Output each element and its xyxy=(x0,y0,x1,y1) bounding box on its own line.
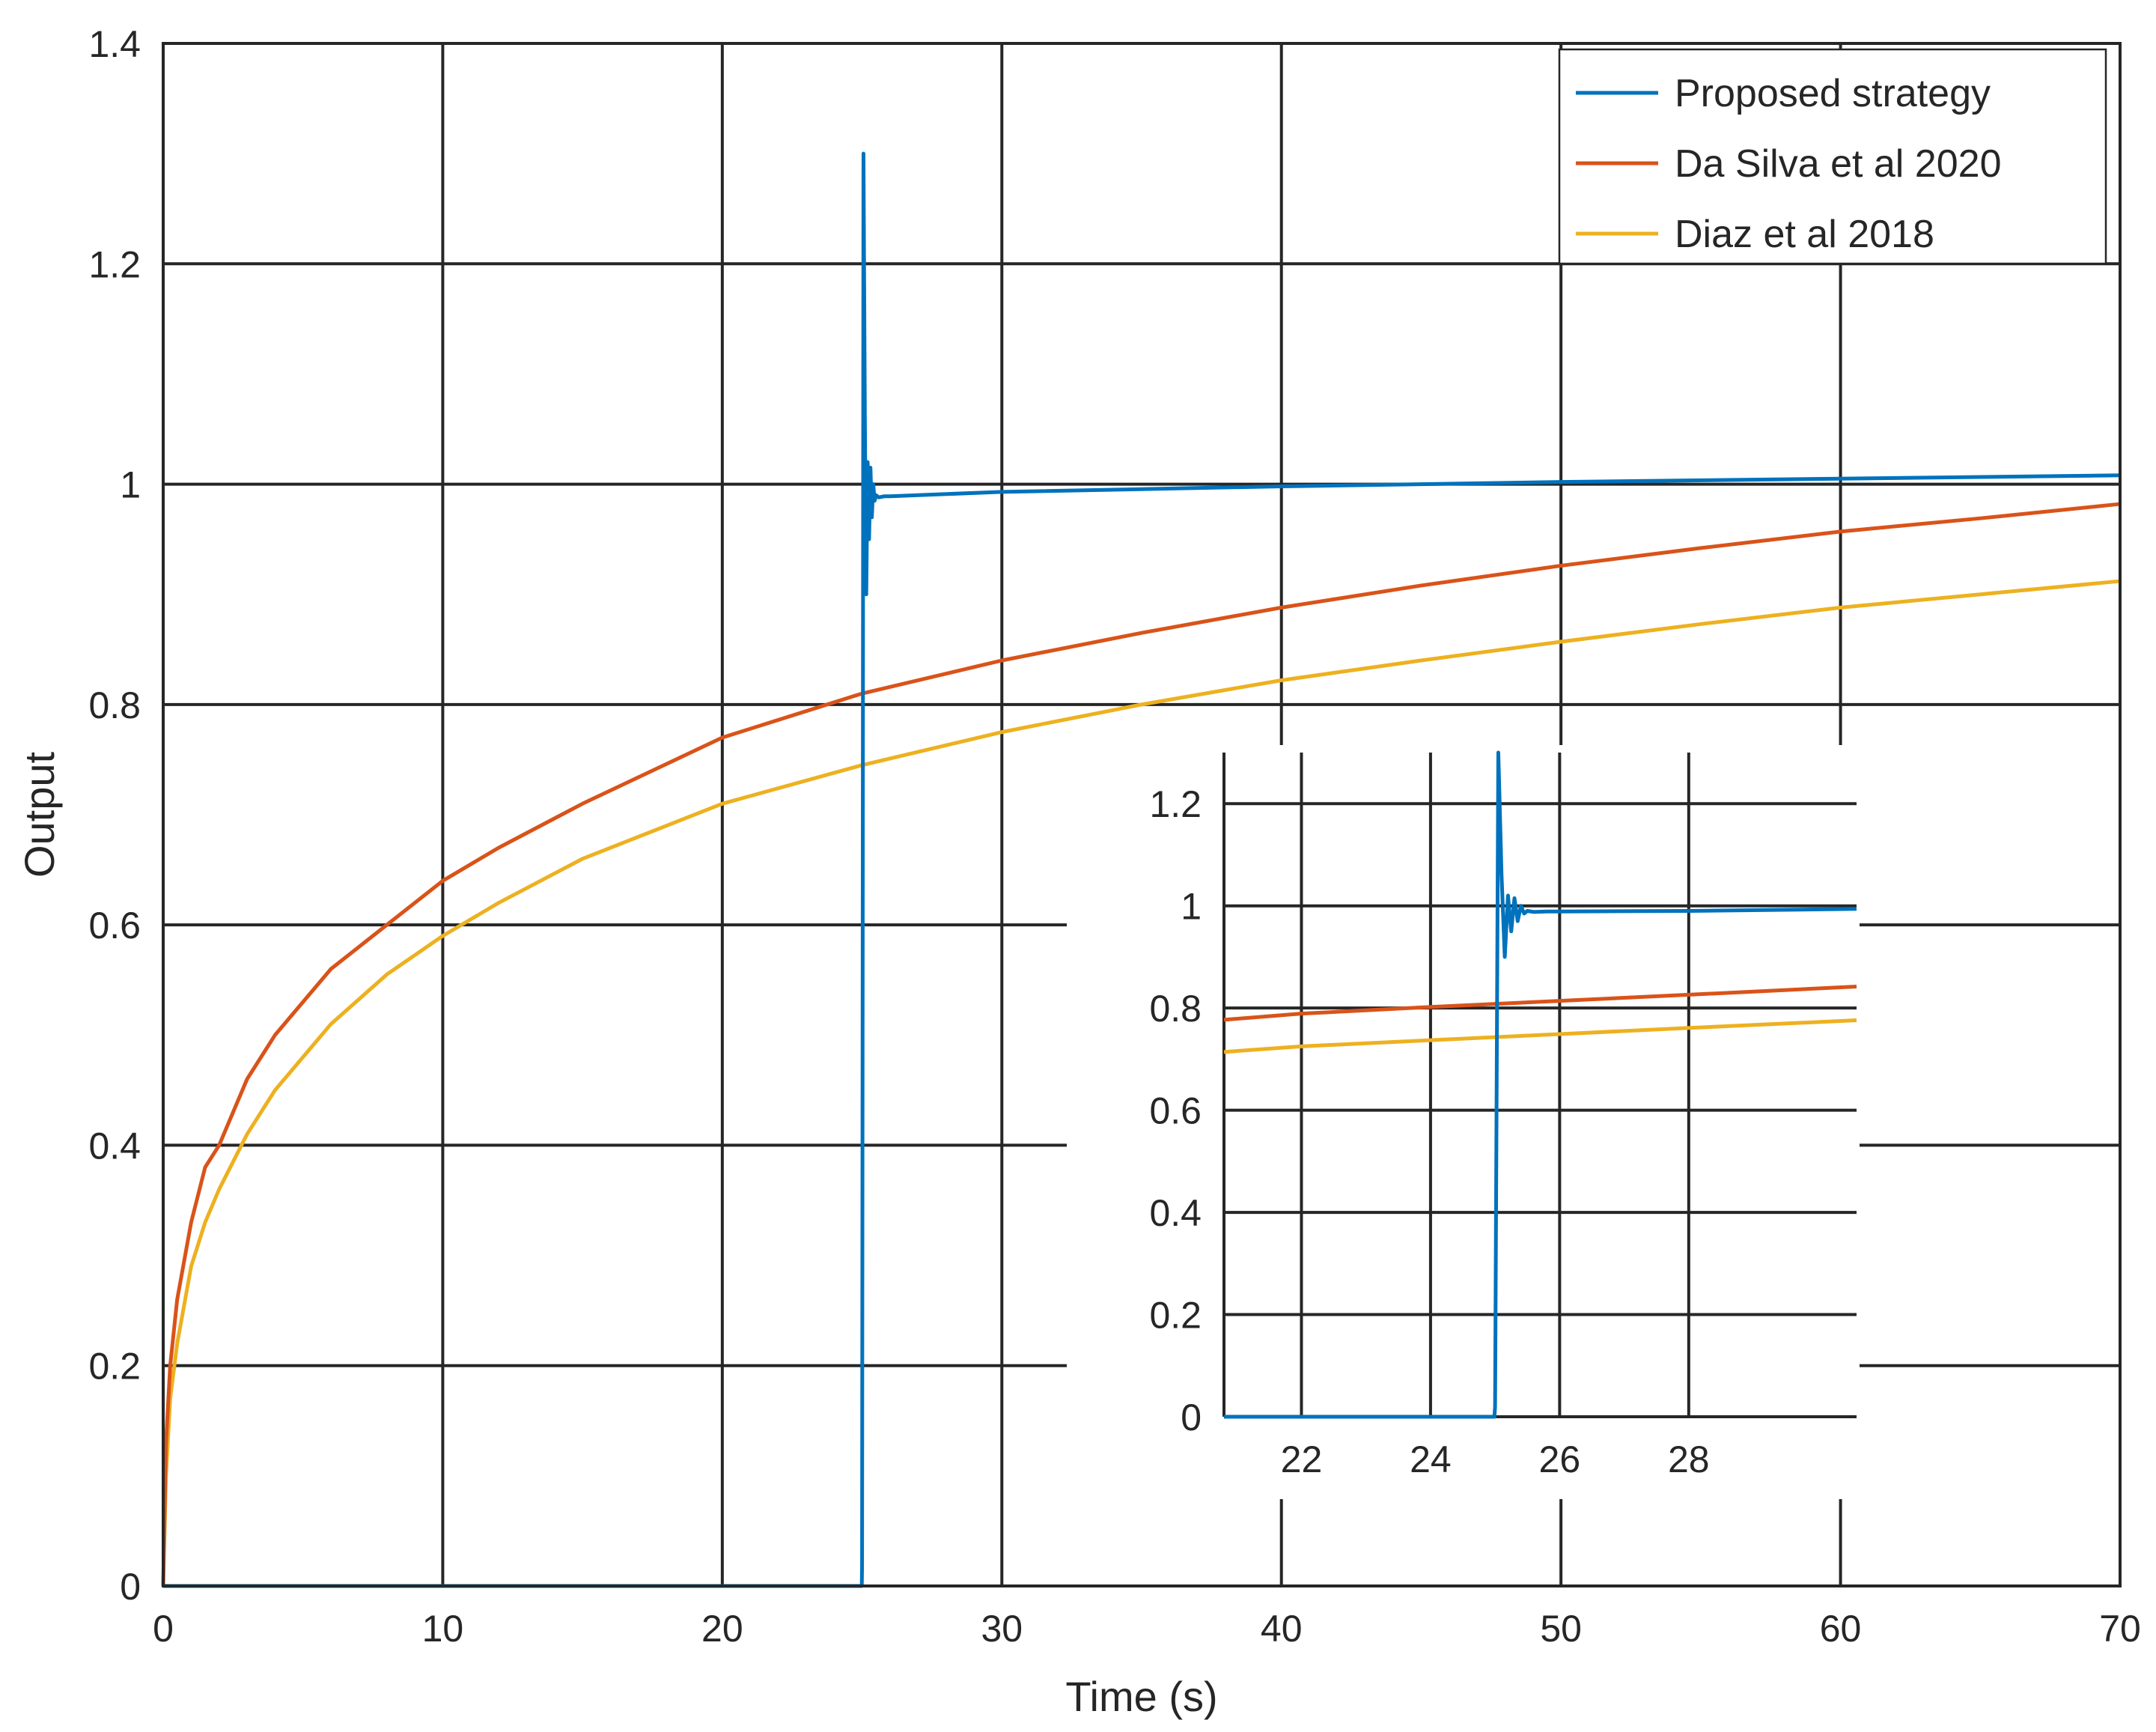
inset-plot: 22 24 26 28 0 0.2 0.4 0.6 0.8 1 1.2 xyxy=(1067,745,1860,1499)
main-y-tick-label: 1.4 xyxy=(88,23,141,65)
inset-series-line-da-silva-et-al-2020 xyxy=(1223,985,1857,1022)
main-plot: 0 10 20 30 40 50 60 70 00.20.40.60.811.21.4 Tim… xyxy=(16,23,2141,1720)
main-y-tick-labels: 0 0.2 0.4 0.6 0.8 1 1.2 1.4 xyxy=(88,23,141,1608)
inset-background xyxy=(1067,745,1860,1499)
inset-y-tick-label: 0 xyxy=(1181,1397,1202,1438)
main-series-line-da-silva-et-al-2020 xyxy=(161,502,2121,1587)
inset-x-tick-labels: 22 24 26 28 xyxy=(1281,1438,1710,1480)
main-series-line-diaz-et-al-2018 xyxy=(161,579,2121,1587)
main-x-tick-labels: 0 10 20 30 40 50 60 70 xyxy=(153,1608,2141,1650)
main-x-tick-label: 40 xyxy=(1261,1608,1303,1650)
main-y-tick-label: 0.8 xyxy=(88,684,141,726)
x-axis-title: Time (s) xyxy=(1065,1673,1217,1720)
main-x-tick-label: 50 xyxy=(1540,1608,1582,1650)
y-axis-title: Output xyxy=(16,752,63,878)
main-plot-frame xyxy=(162,42,2122,1587)
legend-label-diaz-et-al-2018: Diaz et al 2018 xyxy=(1675,213,1934,256)
main-y-tick-label: 1 xyxy=(120,464,141,506)
inset-grid xyxy=(1222,753,1857,1418)
inset-y-tick-label: 0.4 xyxy=(1149,1192,1202,1234)
main-series-group xyxy=(161,151,2121,1588)
main-y-tick-label: 1.2 xyxy=(88,243,141,285)
main-x-tick-label: 30 xyxy=(981,1608,1023,1650)
inset-y-tick-label: 1 xyxy=(1181,886,1202,928)
main-x-tick-label: 20 xyxy=(701,1608,743,1650)
main-y-tick-label: 0 xyxy=(120,1566,141,1608)
legend-entries: Proposed strategy Da Silva et al 2020 Diaz… xyxy=(1576,72,2002,256)
inset-x-tick-label: 24 xyxy=(1410,1438,1452,1480)
main-series-line-proposed-strategy xyxy=(163,151,2121,1588)
legend: Proposed strategy Da Silva et al 2020 Diaz… xyxy=(1558,48,2107,265)
main-y-tick-label: 0.2 xyxy=(88,1346,141,1388)
inset-x-tick-label: 22 xyxy=(1281,1438,1323,1480)
inset-series-group xyxy=(1223,750,1857,1419)
inset-y-tick-label: 1.2 xyxy=(1149,783,1202,825)
inset-x-tick-label: 28 xyxy=(1668,1438,1710,1480)
inset-x-tick-label: 26 xyxy=(1539,1438,1581,1480)
main-x-tick-label: 0 xyxy=(153,1608,174,1650)
main-x-tick-label: 60 xyxy=(1820,1608,1862,1650)
legend-label-da-silva-et-al-2020: Da Silva et al 2020 xyxy=(1675,142,2002,186)
inset-y-tick-label: 0.8 xyxy=(1149,988,1202,1030)
legend-box xyxy=(1558,48,2107,265)
inset-y-tick-labels: 0 0.2 0.4 0.6 0.8 1 1.2 xyxy=(1149,783,1202,1438)
main-x-tick-label: 70 xyxy=(2099,1608,2141,1650)
inset-y-tick-label: 0.6 xyxy=(1149,1090,1202,1132)
main-y-tick-label: 0.4 xyxy=(88,1125,141,1167)
legend-label-proposed-strategy: Proposed strategy xyxy=(1675,72,1991,115)
main-y-tick-label: 0.6 xyxy=(88,905,141,946)
main-x-tick-label: 10 xyxy=(422,1608,464,1650)
inset-series-line-proposed-strategy xyxy=(1224,750,1857,1419)
inset-y-tick-label: 0.2 xyxy=(1149,1295,1202,1337)
